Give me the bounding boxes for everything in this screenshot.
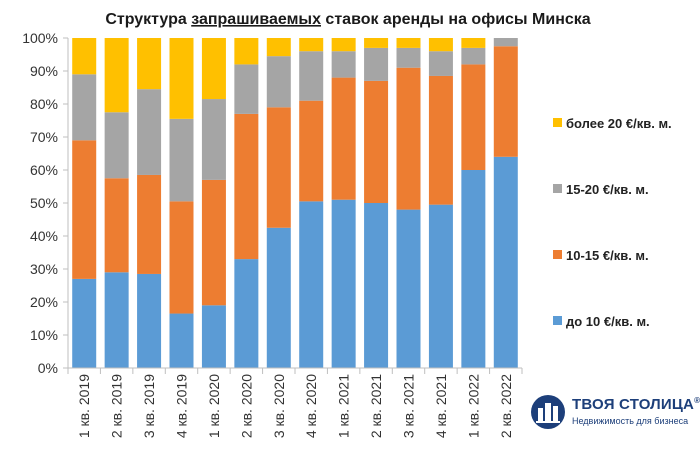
y-tick-label: 30% (30, 261, 58, 277)
bar-segment (137, 38, 162, 90)
x-tick-label: 2 кв. 2020 (238, 374, 254, 438)
bar-segment (299, 201, 324, 368)
bar-segment (234, 64, 259, 114)
bar-segment (461, 47, 486, 65)
bar-segment (331, 77, 356, 200)
x-tick-label: 1 кв. 2021 (336, 374, 352, 438)
x-tick-label: 1 кв. 2022 (465, 374, 481, 438)
bar-segment (331, 51, 356, 78)
legend-label: более 20 €/кв. м. (566, 116, 672, 131)
legend: более 20 €/кв. м. 15-20 €/кв. м. 10-15 €/к… (553, 116, 672, 329)
bar-segment (137, 174, 162, 274)
bar-segment (234, 113, 259, 260)
x-tick-label: 2 кв. 2019 (109, 374, 125, 438)
bar-segment (493, 38, 518, 47)
bar-segment (461, 64, 486, 170)
bar-segment (72, 38, 97, 75)
legend-swatch (553, 184, 562, 193)
bar-segment (104, 38, 129, 113)
x-tick-label: 4 кв. 2019 (174, 374, 190, 438)
bar-segment (104, 112, 129, 179)
brand-name: ТВОЯ СТОЛИЦА® (572, 396, 700, 413)
x-tick-label: 3 кв. 2019 (141, 374, 157, 438)
building-logo-icon (531, 395, 565, 429)
legend-label: 15-20 €/кв. м. (566, 182, 649, 197)
bar-segment (461, 170, 486, 368)
bar-segment (266, 38, 291, 57)
y-tick-label: 40% (30, 228, 58, 244)
bar-segment (104, 272, 129, 368)
bar-segment (72, 278, 97, 368)
bar-segment (396, 67, 421, 210)
bar-segment (396, 38, 421, 48)
bar-segment (396, 47, 421, 68)
y-tick-label: 100% (22, 30, 58, 46)
bar-segment (396, 209, 421, 368)
bar-segment (137, 89, 162, 175)
bar-segment (201, 305, 226, 368)
bar-segment (169, 38, 194, 119)
brand-block: ТВОЯ СТОЛИЦА® Недвижимость для бизнеса (530, 394, 700, 434)
bar-segment (364, 203, 389, 368)
bar-segment (364, 47, 389, 81)
x-tick-label: 3 кв. 2021 (401, 374, 417, 438)
y-tick-label: 50% (30, 195, 58, 211)
bar-segment (169, 201, 194, 314)
legend-swatch (553, 118, 562, 127)
bar-segment (234, 38, 259, 65)
y-tick-label: 80% (30, 96, 58, 112)
bar-segment (299, 100, 324, 202)
bar-segment (364, 38, 389, 48)
y-tick-label: 10% (30, 327, 58, 343)
x-tick-label: 2 кв. 2021 (368, 374, 384, 438)
bar-segment (234, 259, 259, 368)
x-tick-label: 1 кв. 2020 (206, 374, 222, 438)
bar-segment (169, 118, 194, 202)
legend-label: до 10 €/кв. м. (566, 314, 650, 329)
bar-segment (201, 38, 226, 100)
bar-segment (266, 227, 291, 368)
bar-segment (104, 178, 129, 273)
bar-segment (299, 51, 324, 101)
bar-segment (331, 38, 356, 52)
brand-tagline: Недвижимость для бизнеса (572, 416, 689, 426)
bar-segment (169, 313, 194, 368)
x-tick-label: 4 кв. 2020 (303, 374, 319, 438)
y-tick-label: 90% (30, 63, 58, 79)
bar-segment (266, 56, 291, 108)
x-tick-label: 4 кв. 2021 (433, 374, 449, 438)
x-tick-label: 1 кв. 2019 (76, 374, 92, 438)
x-tick-label: 2 кв. 2022 (498, 374, 514, 438)
legend-swatch (553, 316, 562, 325)
plot-area: 0% 10% 20% 30% 40% 50% 60% 70% 80% 90% 100% 1 кв. 2… (22, 30, 523, 438)
bar-segment (266, 107, 291, 228)
bar-segment (331, 199, 356, 368)
y-tick-label: 20% (30, 294, 58, 310)
bar-segment (364, 80, 389, 203)
bar-segment (137, 273, 162, 368)
bar-segment (201, 99, 226, 180)
bar-segment (72, 140, 97, 279)
bar-segment (428, 204, 453, 368)
legend-label: 10-15 €/кв. м. (566, 248, 649, 263)
bar-segment (428, 75, 453, 205)
y-tick-label: 0% (38, 360, 58, 376)
chart-title: Структура запрашиваемых ставок аренды на… (105, 11, 590, 28)
legend-swatch (553, 250, 562, 259)
y-tick-label: 70% (30, 129, 58, 145)
bar-segment (72, 74, 97, 141)
bar-segment (201, 179, 226, 306)
bar-segment (461, 38, 486, 48)
bar-segment (493, 46, 518, 157)
bar-segment (428, 38, 453, 52)
bar-segment (299, 38, 324, 52)
bar-segment (428, 51, 453, 76)
bar-segment (493, 156, 518, 368)
y-tick-label: 60% (30, 162, 58, 178)
x-tick-label: 3 кв. 2020 (271, 374, 287, 438)
